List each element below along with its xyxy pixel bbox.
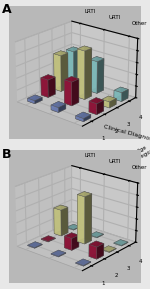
Text: B: B xyxy=(2,148,11,161)
Y-axis label: Age
Category: Age Category xyxy=(130,286,150,289)
Y-axis label: Age
Category: Age Category xyxy=(130,141,150,163)
X-axis label: Clinical Diagnosis: Clinical Diagnosis xyxy=(103,124,150,143)
Text: A: A xyxy=(2,3,12,16)
